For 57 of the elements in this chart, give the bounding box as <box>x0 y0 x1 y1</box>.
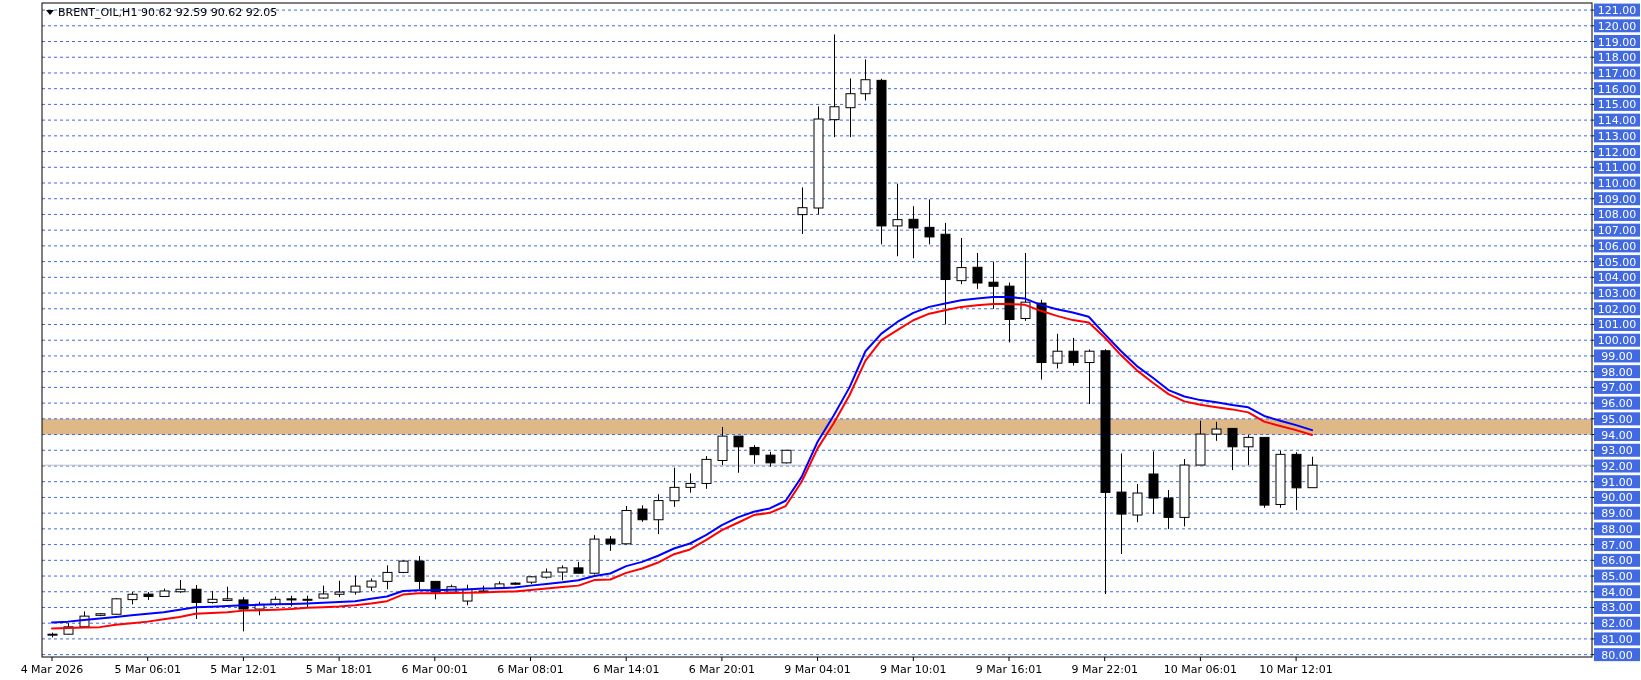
x-tick-label: 10 Mar 06:01 <box>1163 663 1238 676</box>
y-tick-label: 84.00 <box>1601 585 1633 599</box>
y-tick-label: 93.00 <box>1601 444 1633 458</box>
y-tick-label: 86.00 <box>1601 554 1633 568</box>
y-tick-label: 81.00 <box>1601 632 1633 646</box>
y-tick-label: 103.00 <box>1597 287 1637 301</box>
x-tick-label: 9 Mar 16:01 <box>975 663 1043 676</box>
y-tick-label: 107.00 <box>1597 224 1637 238</box>
y-tick-label: 106.00 <box>1597 239 1637 253</box>
y-tick-label: 119.00 <box>1597 35 1637 49</box>
y-tick-label: 111.00 <box>1597 161 1637 175</box>
y-tick-label: 97.00 <box>1601 381 1633 395</box>
y-tick-label: 95.00 <box>1601 412 1633 426</box>
chart-title: BRENT_OIL,H1 90.62 92.59 90.62 92.05 <box>58 6 278 19</box>
x-tick-label: 6 Mar 00:01 <box>401 663 469 676</box>
y-tick-label: 105.00 <box>1597 255 1637 269</box>
y-tick-label: 80.00 <box>1601 648 1633 662</box>
y-tick-label: 113.00 <box>1597 129 1637 143</box>
y-tick-label: 85.00 <box>1601 570 1633 584</box>
y-tick-label: 118.00 <box>1597 51 1637 65</box>
y-tick-label: 100.00 <box>1597 334 1637 348</box>
y-tick-label: 114.00 <box>1597 114 1637 128</box>
y-tick-label: 94.00 <box>1601 428 1633 442</box>
y-tick-label: 90.00 <box>1601 491 1633 505</box>
y-tick-label: 87.00 <box>1601 538 1633 552</box>
y-tick-label: 115.00 <box>1597 98 1637 112</box>
y-tick-label: 102.00 <box>1597 302 1637 316</box>
x-tick-label: 5 Mar 18:01 <box>305 663 373 676</box>
y-tick-label: 89.00 <box>1601 507 1633 521</box>
y-tick-label: 110.00 <box>1597 177 1637 191</box>
y-tick-label: 112.00 <box>1597 145 1637 159</box>
x-tick-label: 10 Mar 12:01 <box>1259 663 1333 676</box>
y-tick-label: 96.00 <box>1601 397 1633 411</box>
y-tick-label: 101.00 <box>1597 318 1637 332</box>
x-tick-label: 6 Mar 14:01 <box>592 663 660 676</box>
x-tick-label: 6 Mar 08:01 <box>497 663 564 676</box>
y-tick-label: 117.00 <box>1597 66 1637 80</box>
y-tick-label: 98.00 <box>1601 365 1633 379</box>
y-tick-label: 83.00 <box>1601 601 1633 615</box>
y-tick-label: 116.00 <box>1597 82 1637 96</box>
y-tick-label: 109.00 <box>1597 192 1637 206</box>
x-tick-label: 9 Mar 22:01 <box>1071 663 1138 676</box>
x-tick-label: 6 Mar 20:01 <box>688 663 756 676</box>
y-tick-label: 91.00 <box>1601 475 1633 489</box>
x-tick-label: 4 Mar 2026 <box>20 663 84 676</box>
y-tick-label: 88.00 <box>1601 522 1633 536</box>
y-tick-label: 108.00 <box>1597 208 1637 222</box>
y-tick-label: 92.00 <box>1601 459 1633 473</box>
y-tick-label: 121.00 <box>1597 4 1637 18</box>
y-tick-label: 82.00 <box>1601 617 1633 631</box>
y-tick-label: 120.00 <box>1597 19 1637 33</box>
y-tick-label: 99.00 <box>1601 349 1633 363</box>
y-tick-label: 104.00 <box>1597 271 1637 285</box>
x-tick-label: 5 Mar 12:01 <box>210 663 277 676</box>
x-tick-label: 5 Mar 06:01 <box>114 663 181 676</box>
x-tick-label: 9 Mar 10:01 <box>880 663 947 676</box>
x-tick-label: 9 Mar 04:01 <box>784 663 851 676</box>
